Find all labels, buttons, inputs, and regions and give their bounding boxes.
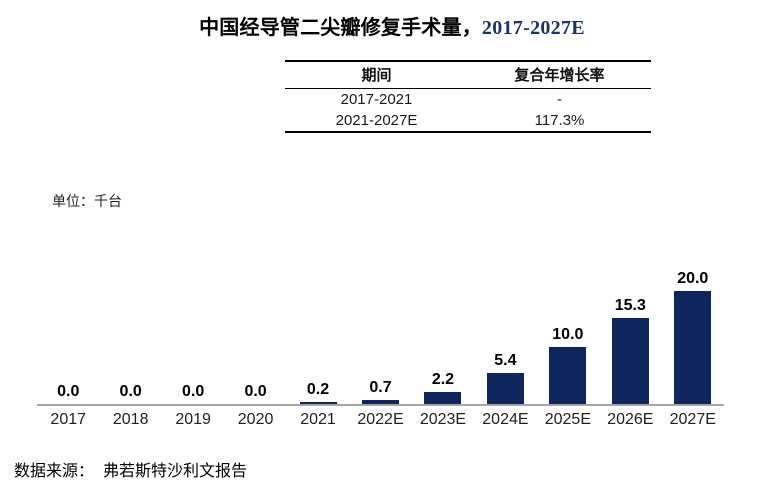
bar-column: 2.2 <box>412 258 474 404</box>
bar-column: 0.0 <box>99 258 161 404</box>
bar-value-label: 0.0 <box>119 383 142 400</box>
plot-area: 0.0 0.0 0.0 0.0 0.2 0.7 2.2 5.4 10.0 15.3 20.0 <box>37 258 724 406</box>
x-axis-tick-label: 2017 <box>50 411 87 428</box>
bar <box>299 402 337 404</box>
bar-value-label: 0.2 <box>306 381 330 398</box>
x-axis-tick-label: 2020 <box>237 411 274 428</box>
cagr-period-cell: 2021-2027E <box>335 112 418 129</box>
table-row: 2021-2027E 117.3% <box>285 110 651 132</box>
bar-column: 0.0 <box>37 258 99 404</box>
bar-column: 0.2 <box>287 258 349 404</box>
cagr-value-cell: 117.3% <box>534 112 585 129</box>
x-axis-tick-label: 2018 <box>112 411 149 428</box>
x-axis-tick-label: 2027E <box>669 411 716 428</box>
bar-value-label: 5.4 <box>494 352 517 369</box>
bar-column: 5.4 <box>474 258 536 404</box>
x-axis-tick-label: 2019 <box>175 411 211 428</box>
x-axis-tick-label: 2023E <box>419 411 467 428</box>
bar <box>486 373 524 404</box>
x-axis-tick-label: 2024E <box>482 411 529 428</box>
unit-label: 单位：千台 <box>52 193 122 209</box>
x-axis-tick-label: 2021 <box>300 411 336 428</box>
cagr-table-header-period: 期间 <box>361 67 392 84</box>
bar-value-label: 15.3 <box>614 297 646 314</box>
bar <box>424 392 462 404</box>
x-axis: 2017 2018 2019 2020 2021 2022E 2023E 2024E 2025E… <box>37 411 724 429</box>
bar-column: 0.0 <box>224 258 286 404</box>
bar-value-label: 20.0 <box>677 270 709 287</box>
table-row: 2017-2021 - <box>285 89 651 111</box>
cagr-table: 期间 复合年增长率 2017-2021 - 2021-2027E 117.3% <box>285 60 651 133</box>
bar <box>361 400 399 404</box>
data-source-text: 弗若斯特沙利文报告 <box>103 463 248 480</box>
cagr-table-header-row: 期间 复合年增长率 <box>285 61 651 89</box>
bar-column: 15.3 <box>599 258 661 404</box>
bar-column: 0.7 <box>349 258 411 404</box>
chart-title: 中国经导管二尖瓣修复手术量，2017-2027E <box>0 11 784 40</box>
data-source: 数据来源： 弗若斯特沙利文报告 <box>14 457 247 481</box>
bar <box>674 291 712 404</box>
x-axis-tick-label: 2025E <box>544 411 591 428</box>
bar-value-label: 0.0 <box>244 383 267 400</box>
bar <box>549 347 587 404</box>
bar-value-label: 0.7 <box>369 379 392 396</box>
bar-value-label: 2.2 <box>431 371 455 388</box>
data-source-label: 数据来源： <box>14 463 95 480</box>
chart-title-main: 中国经导管二尖瓣修复手术量， <box>199 17 482 39</box>
x-axis-tick-label: 2026E <box>607 411 654 428</box>
chart-title-range: 2017-2027E <box>481 17 585 39</box>
bar-value-label: 0.0 <box>57 383 80 400</box>
cagr-value-cell: - <box>557 91 562 108</box>
bar <box>611 318 649 404</box>
bar-column: 10.0 <box>537 258 599 404</box>
x-axis-tick-label: 2022E <box>357 411 404 428</box>
bar-column: 20.0 <box>662 258 724 404</box>
cagr-table-header-cagr: 复合年增长率 <box>514 67 605 84</box>
cagr-period-cell: 2017-2021 <box>340 91 413 108</box>
bar-value-label: 0.0 <box>182 383 205 400</box>
bar-value-label: 10.0 <box>552 326 584 343</box>
bar-column: 0.0 <box>162 258 224 404</box>
